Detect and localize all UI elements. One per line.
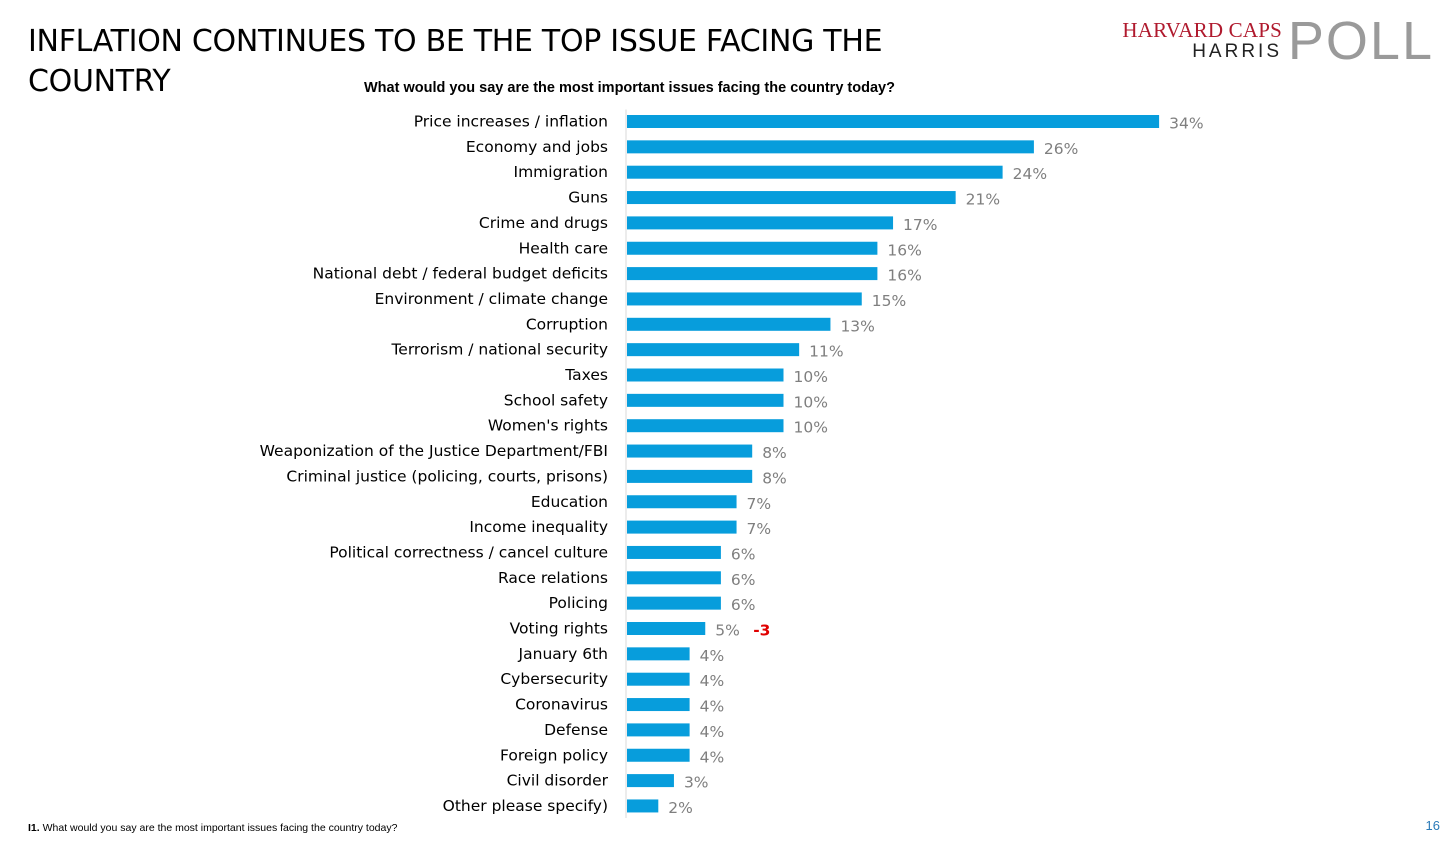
data-label: 21% xyxy=(966,191,1000,209)
category-label: Race relations xyxy=(498,569,608,587)
bar xyxy=(627,495,737,509)
bar xyxy=(627,571,721,585)
category-label: Crime and drugs xyxy=(479,214,608,232)
category-label: Cybersecurity xyxy=(500,670,608,688)
footnote-code: I1. xyxy=(28,822,40,834)
data-label: 4% xyxy=(700,723,725,741)
bar xyxy=(627,774,674,788)
bar xyxy=(627,520,737,534)
data-label: 6% xyxy=(731,545,756,563)
data-label: 7% xyxy=(747,520,772,538)
bar xyxy=(627,241,878,255)
category-label: Criminal justice (policing, courts, pris… xyxy=(286,467,608,485)
bar xyxy=(627,292,862,306)
change-annotation: -3 xyxy=(753,622,770,640)
category-label: Economy and jobs xyxy=(466,138,608,156)
category-label: Coronavirus xyxy=(515,696,608,714)
chart-title: What would you say are the most importan… xyxy=(364,80,895,96)
bar xyxy=(627,723,690,737)
data-label: 10% xyxy=(794,419,828,437)
category-label: Defense xyxy=(544,721,608,739)
data-label: 15% xyxy=(872,292,906,310)
bar xyxy=(627,545,721,559)
data-label: 17% xyxy=(903,216,937,234)
category-label: Income inequality xyxy=(469,518,608,536)
category-label: Other please specify) xyxy=(443,797,608,815)
category-label: Price increases / inflation xyxy=(414,113,608,131)
bar xyxy=(627,317,831,331)
data-label: 2% xyxy=(668,799,693,817)
category-label: Women's rights xyxy=(488,417,608,435)
category-label: Corruption xyxy=(526,315,608,333)
category-label: Foreign policy xyxy=(500,746,608,764)
data-label: 4% xyxy=(700,698,725,716)
data-label: 11% xyxy=(809,343,843,361)
data-label: 7% xyxy=(747,495,772,513)
bar xyxy=(627,368,784,382)
category-label: Civil disorder xyxy=(507,772,609,790)
bar xyxy=(627,622,706,635)
logo-line-poll: POLL xyxy=(1287,11,1434,71)
data-label: 26% xyxy=(1044,140,1078,158)
category-label: Terrorism / national security xyxy=(390,341,608,359)
footnote-text: What would you say are the most importan… xyxy=(39,822,398,834)
category-label: Political correctness / cancel culture xyxy=(329,543,608,561)
bar xyxy=(627,799,659,813)
bar xyxy=(627,469,753,483)
data-label: 8% xyxy=(762,444,787,462)
category-label: Taxes xyxy=(564,366,608,384)
data-label: 13% xyxy=(840,317,874,335)
bar xyxy=(627,596,721,610)
page-number: 16 xyxy=(1425,818,1440,833)
data-label: 4% xyxy=(700,748,725,766)
bar xyxy=(627,267,878,281)
category-label: January 6th xyxy=(518,645,608,663)
bar xyxy=(627,444,753,458)
category-label: Education xyxy=(531,493,608,511)
bar xyxy=(627,419,784,433)
data-label: 6% xyxy=(731,596,756,614)
category-label: National debt / federal budget deficits xyxy=(313,265,608,283)
bar xyxy=(627,216,894,230)
page-title: INFLATION CONTINUES TO BE THE TOP ISSUE … xyxy=(28,24,883,99)
data-label: 34% xyxy=(1169,115,1203,133)
data-label: 4% xyxy=(700,647,725,665)
category-label: Environment / climate change xyxy=(375,290,608,308)
category-label: Immigration xyxy=(514,163,608,181)
bar xyxy=(627,748,690,762)
data-label: 3% xyxy=(684,774,709,792)
bar xyxy=(627,393,784,407)
category-label: Voting rights xyxy=(510,620,608,638)
data-label: 5% xyxy=(715,622,740,640)
category-label: School safety xyxy=(504,391,608,409)
data-label: 8% xyxy=(762,469,787,487)
data-label: 16% xyxy=(887,267,921,285)
data-label: 10% xyxy=(794,368,828,386)
bar xyxy=(627,165,1003,179)
bar xyxy=(627,647,690,661)
bar xyxy=(627,698,690,712)
data-label: 4% xyxy=(700,672,725,690)
category-label: Policing xyxy=(549,594,608,612)
logo-line-harris: HARRIS xyxy=(1192,41,1282,62)
bar xyxy=(627,115,1160,128)
data-label: 24% xyxy=(1013,165,1047,183)
category-label: Weaponization of the Justice Department/… xyxy=(260,442,608,460)
bar xyxy=(627,140,1034,154)
data-label: 10% xyxy=(794,393,828,411)
logo-line-harvard-caps: HARVARD CAPS xyxy=(1122,18,1282,42)
category-label: Health care xyxy=(519,239,608,257)
bar xyxy=(627,191,956,205)
category-label: Guns xyxy=(568,189,608,207)
data-label: 6% xyxy=(731,571,756,589)
bar xyxy=(627,343,800,357)
data-label: 16% xyxy=(887,241,921,259)
harvard-caps-harris-poll-logo: HARVARD CAPS HARRIS POLL xyxy=(1122,11,1434,71)
footnote: I1. What would you say are the most impo… xyxy=(28,822,397,834)
bar xyxy=(627,672,690,686)
